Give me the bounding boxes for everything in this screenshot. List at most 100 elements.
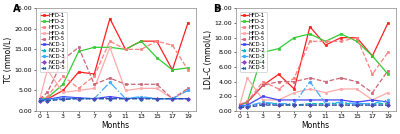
- HFD-2: [261, 51, 266, 53]
- HFD-5: [186, 88, 190, 89]
- HFD-3: [186, 69, 190, 71]
- NCD-4: [170, 98, 175, 99]
- HFD-1: [45, 98, 50, 100]
- NCD-4: [186, 98, 190, 99]
- NCD-3: [37, 99, 42, 101]
- NCD-3: [308, 81, 312, 82]
- NCD-4: [308, 104, 312, 106]
- NCD-4: [123, 98, 128, 99]
- NCD-2: [276, 103, 281, 104]
- Line: NCD-5: NCD-5: [238, 104, 390, 109]
- HFD-4: [261, 99, 266, 101]
- Line: HFD-4: HFD-4: [238, 77, 390, 107]
- NCD-5: [154, 98, 159, 99]
- NCD-4: [76, 98, 81, 99]
- HFD-3: [261, 81, 266, 82]
- HFD-2: [76, 51, 81, 52]
- HFD-5: [76, 46, 81, 48]
- NCD-5: [186, 98, 190, 99]
- HFD-2: [37, 98, 42, 100]
- NCD-1: [386, 101, 390, 103]
- NCD-2: [237, 106, 242, 107]
- HFD-2: [308, 33, 312, 35]
- HFD-4: [339, 88, 344, 90]
- NCD-3: [154, 98, 159, 99]
- NCD-3: [323, 103, 328, 104]
- NCD-2: [370, 103, 375, 104]
- HFD-2: [139, 40, 144, 42]
- HFD-2: [354, 40, 359, 42]
- HFD-3: [76, 88, 81, 89]
- HFD-5: [237, 104, 242, 106]
- NCD-1: [370, 99, 375, 101]
- NCD-3: [92, 98, 97, 99]
- NCD-1: [308, 99, 312, 101]
- NCD-5: [308, 104, 312, 106]
- NCD-5: [245, 107, 250, 108]
- NCD-3: [139, 96, 144, 97]
- NCD-3: [261, 101, 266, 103]
- HFD-4: [61, 92, 66, 93]
- HFD-4: [354, 88, 359, 90]
- HFD-5: [45, 92, 50, 93]
- HFD-4: [308, 88, 312, 90]
- HFD-5: [354, 81, 359, 82]
- NCD-4: [139, 98, 144, 99]
- NCD-1: [245, 104, 250, 106]
- HFD-1: [292, 88, 297, 90]
- NCD-4: [276, 104, 281, 106]
- HFD-2: [276, 48, 281, 49]
- HFD-3: [370, 73, 375, 75]
- Line: HFD-1: HFD-1: [38, 17, 190, 101]
- HFD-4: [108, 46, 112, 48]
- Line: HFD-5: HFD-5: [238, 69, 390, 107]
- Line: HFD-1: HFD-1: [238, 22, 390, 107]
- HFD-5: [308, 77, 312, 79]
- HFD-2: [92, 46, 97, 48]
- Line: NCD-3: NCD-3: [38, 81, 190, 102]
- NCD-3: [108, 81, 112, 83]
- Line: HFD-3: HFD-3: [38, 40, 190, 100]
- HFD-1: [386, 22, 390, 24]
- Line: HFD-3: HFD-3: [238, 36, 390, 106]
- Line: HFD-4: HFD-4: [38, 46, 190, 101]
- NCD-1: [170, 98, 175, 99]
- NCD-2: [92, 98, 97, 99]
- HFD-3: [308, 40, 312, 42]
- HFD-3: [170, 44, 175, 46]
- HFD-5: [123, 83, 128, 85]
- Line: HFD-5: HFD-5: [38, 46, 190, 100]
- NCD-4: [237, 107, 242, 108]
- Legend: HFD-1, HFD-2, HFD-3, HFD-4, HFD-5, NCD-1, NCD-2, NCD-3, NCD-4, NCD-5: HFD-1, HFD-2, HFD-3, HFD-4, HFD-5, NCD-1…: [240, 12, 267, 72]
- NCD-5: [45, 100, 50, 102]
- HFD-4: [76, 90, 81, 91]
- NCD-4: [339, 104, 344, 106]
- Line: NCD-4: NCD-4: [38, 97, 190, 102]
- NCD-2: [61, 98, 66, 99]
- HFD-4: [237, 105, 242, 107]
- HFD-3: [37, 98, 42, 99]
- HFD-3: [339, 40, 344, 42]
- HFD-2: [170, 69, 175, 71]
- HFD-1: [370, 55, 375, 57]
- NCD-1: [323, 99, 328, 101]
- HFD-1: [37, 99, 42, 100]
- NCD-2: [154, 98, 159, 99]
- HFD-5: [339, 77, 344, 79]
- HFD-4: [292, 92, 297, 93]
- Line: NCD-2: NCD-2: [38, 97, 190, 101]
- HFD-4: [123, 90, 128, 91]
- NCD-5: [76, 98, 81, 99]
- HFD-1: [92, 73, 97, 75]
- NCD-3: [386, 99, 390, 101]
- HFD-5: [139, 83, 144, 85]
- Text: A: A: [13, 4, 21, 14]
- NCD-1: [108, 96, 112, 97]
- HFD-4: [170, 98, 175, 99]
- HFD-5: [292, 81, 297, 82]
- NCD-2: [354, 103, 359, 104]
- HFD-2: [386, 73, 390, 75]
- NCD-4: [354, 104, 359, 106]
- HFD-1: [76, 71, 81, 73]
- HFD-5: [170, 98, 175, 99]
